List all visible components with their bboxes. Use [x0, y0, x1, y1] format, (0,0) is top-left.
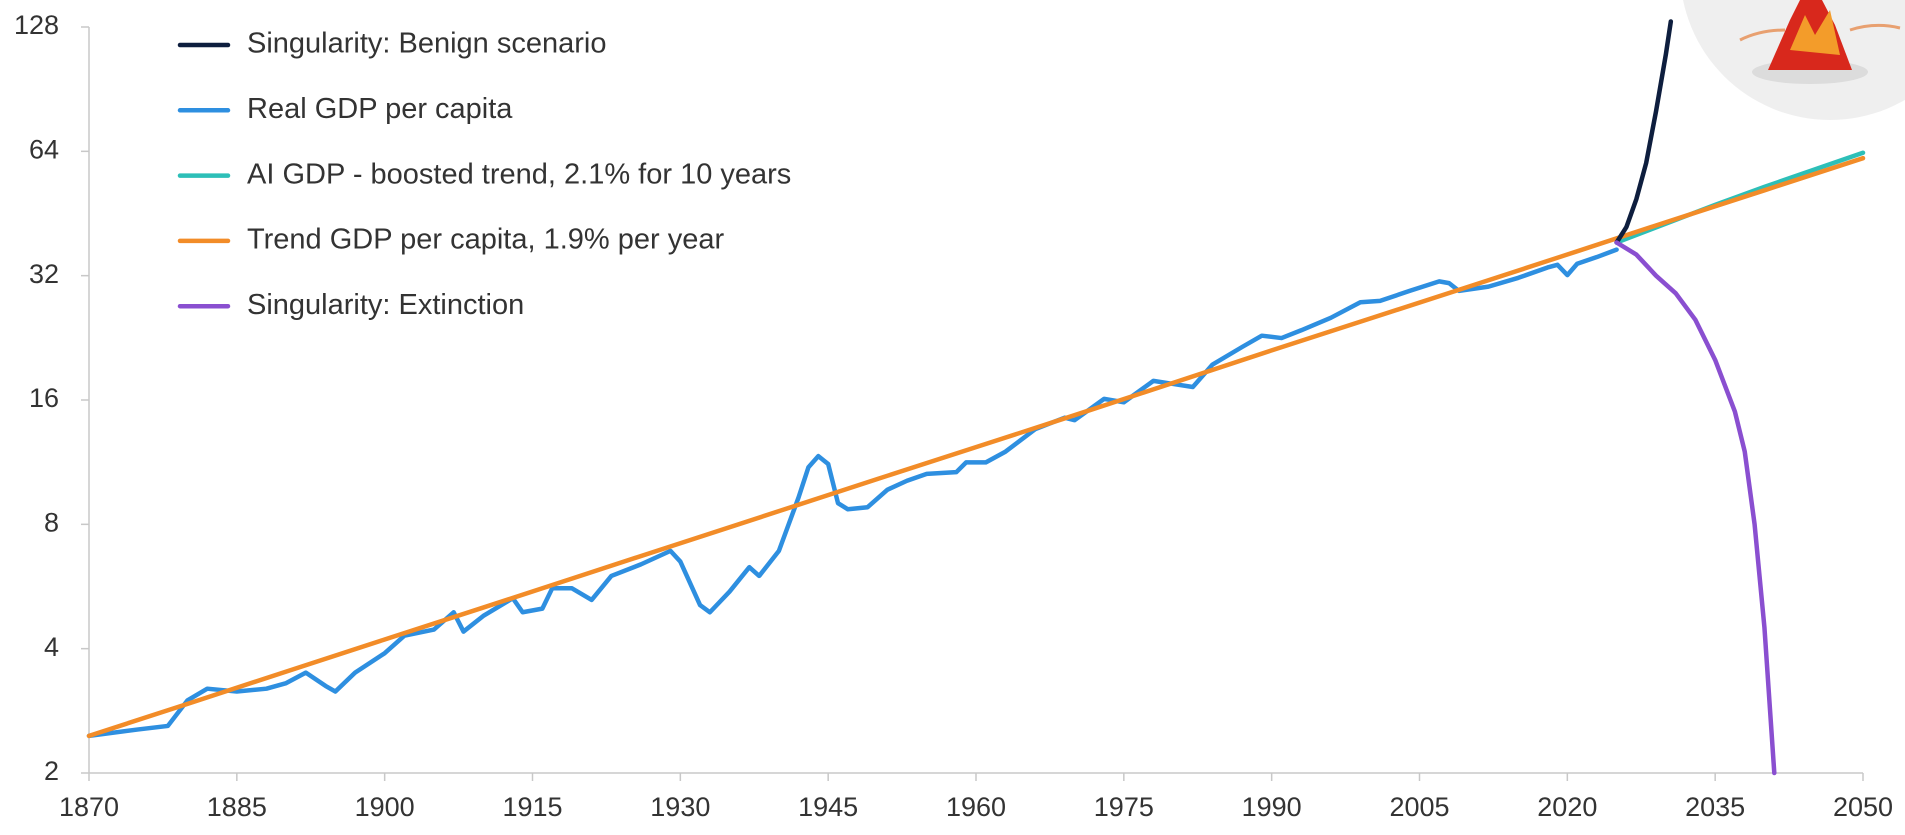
y-tick-label: 64 — [29, 134, 59, 164]
chart: 2 4 8 16 32 64 128 1870 1885 1900 1915 1930 1945 1960… — [0, 0, 1905, 830]
y-tick-label: 4 — [44, 632, 59, 662]
x-tick-label: 1885 — [207, 792, 267, 822]
x-tick-label: 2035 — [1685, 792, 1745, 822]
x-tick-label: 1930 — [650, 792, 710, 822]
legend-label: AI GDP - boosted trend, 2.1% for 10 year… — [247, 158, 791, 190]
y-tick-label: 128 — [14, 10, 59, 40]
x-tick-label: 1870 — [59, 792, 119, 822]
y-tick-label: 8 — [44, 507, 59, 537]
x-tick-label: 1900 — [355, 792, 415, 822]
legend-label: Real GDP per capita — [247, 93, 513, 125]
legend-label: Trend GDP per capita, 1.9% per year — [247, 224, 724, 256]
legend-label: Singularity: Benign scenario — [247, 28, 606, 60]
y-tick-label: 2 — [44, 756, 59, 786]
series-line — [1617, 21, 1671, 242]
y-tick-label: 16 — [29, 383, 59, 413]
lines — [89, 21, 1863, 773]
axes: 2 4 8 16 32 64 128 1870 1885 1900 1915 1930 1945 1960… — [14, 10, 1893, 822]
legend-label: Singularity: Extinction — [247, 289, 524, 321]
x-tick-label: 2050 — [1833, 792, 1893, 822]
x-tick-label: 1945 — [798, 792, 858, 822]
y-tick-label: 32 — [29, 259, 59, 289]
x-tick-label: 2020 — [1537, 792, 1597, 822]
corner-illustration — [1680, 0, 1905, 120]
x-tick-label: 2005 — [1389, 792, 1449, 822]
series-line — [1617, 243, 1775, 774]
x-tick-label: 1990 — [1242, 792, 1302, 822]
x-tick-label: 1915 — [502, 792, 562, 822]
x-tick-label: 1975 — [1094, 792, 1154, 822]
legend: Singularity: Benign scenario Real GDP per… — [180, 28, 791, 321]
x-tick-label: 1960 — [946, 792, 1006, 822]
